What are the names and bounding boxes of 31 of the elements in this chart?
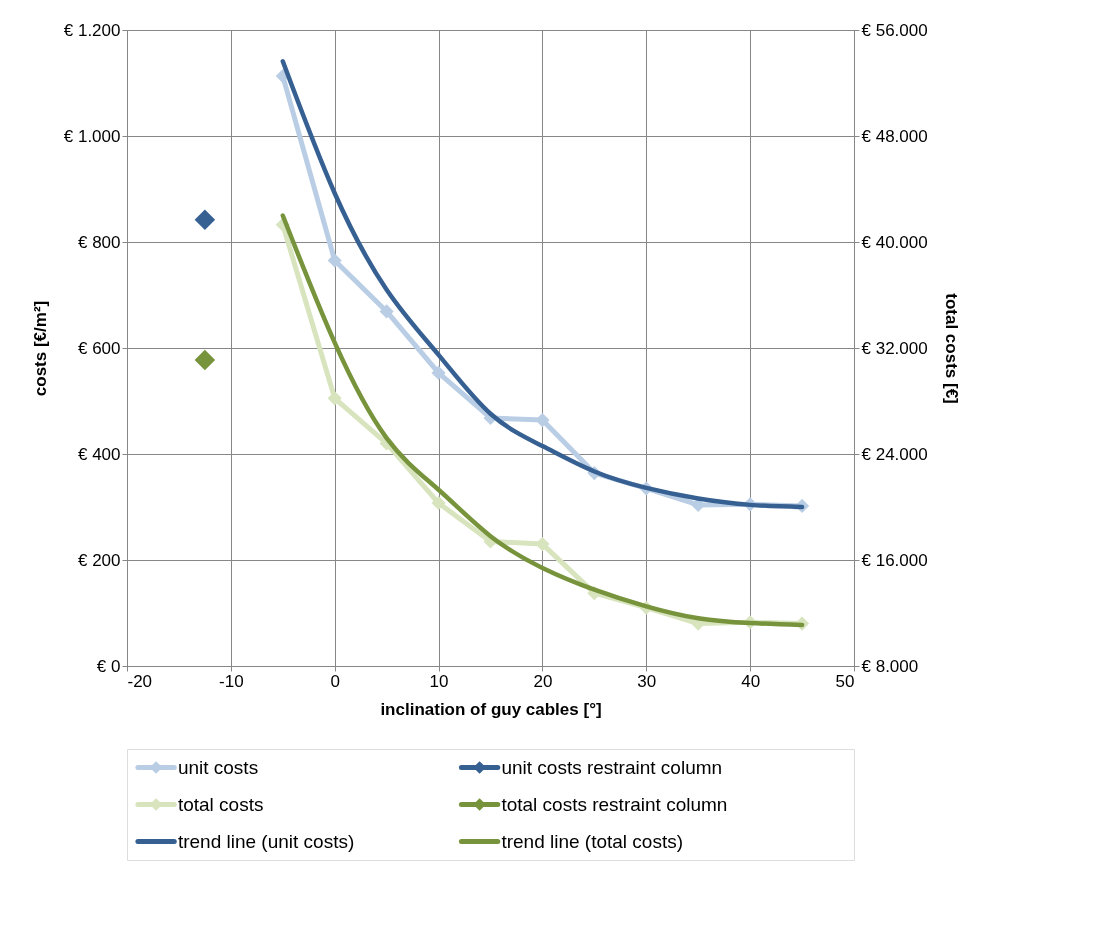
x-tick-label: 0 bbox=[330, 671, 340, 691]
y2-tick-label: € 48.000 bbox=[861, 126, 928, 146]
y2-tick-label: € 24.000 bbox=[861, 444, 928, 464]
y-tick-label: € 400 bbox=[77, 444, 121, 464]
x-tick-label: 50 bbox=[835, 671, 855, 691]
legend-label: trend line (total costs) bbox=[501, 830, 684, 852]
x-tick-label: 40 bbox=[741, 671, 761, 691]
y2-tick-label: € 40.000 bbox=[861, 232, 928, 252]
y-tick-label: € 600 bbox=[77, 338, 121, 358]
y-tick-label: € 200 bbox=[77, 550, 121, 570]
y-tick-label: € 1.000 bbox=[63, 126, 121, 146]
x-tick-label: -20 bbox=[127, 671, 153, 691]
y-tick-label: € 0 bbox=[96, 656, 121, 676]
x-tick-label: 30 bbox=[637, 671, 657, 691]
x-tick-label: 20 bbox=[533, 671, 553, 691]
x-tick-label: -10 bbox=[219, 671, 244, 691]
y2-tick-label: € 56.000 bbox=[861, 20, 928, 40]
y2-tick-label: € 8.000 bbox=[861, 656, 919, 676]
legend-label: total costs bbox=[177, 793, 264, 815]
legend-label: total costs restraint column bbox=[501, 793, 728, 815]
x-axis-title: inclination of guy cables [°] bbox=[380, 699, 602, 719]
y2-tick-label: € 32.000 bbox=[861, 338, 928, 358]
y-tick-label: € 800 bbox=[77, 232, 121, 252]
y-axis-title: costs [€/m²] bbox=[30, 300, 50, 397]
legend-label: unit costs bbox=[177, 756, 259, 778]
legend-label: trend line (unit costs) bbox=[177, 830, 355, 852]
legend-label: unit costs restraint column bbox=[501, 756, 723, 778]
y2-tick-label: € 16.000 bbox=[861, 550, 928, 570]
x-tick-label: 10 bbox=[429, 671, 449, 691]
y2-axis-title: total costs [€] bbox=[941, 293, 961, 404]
y-tick-label: € 1.200 bbox=[63, 20, 121, 40]
